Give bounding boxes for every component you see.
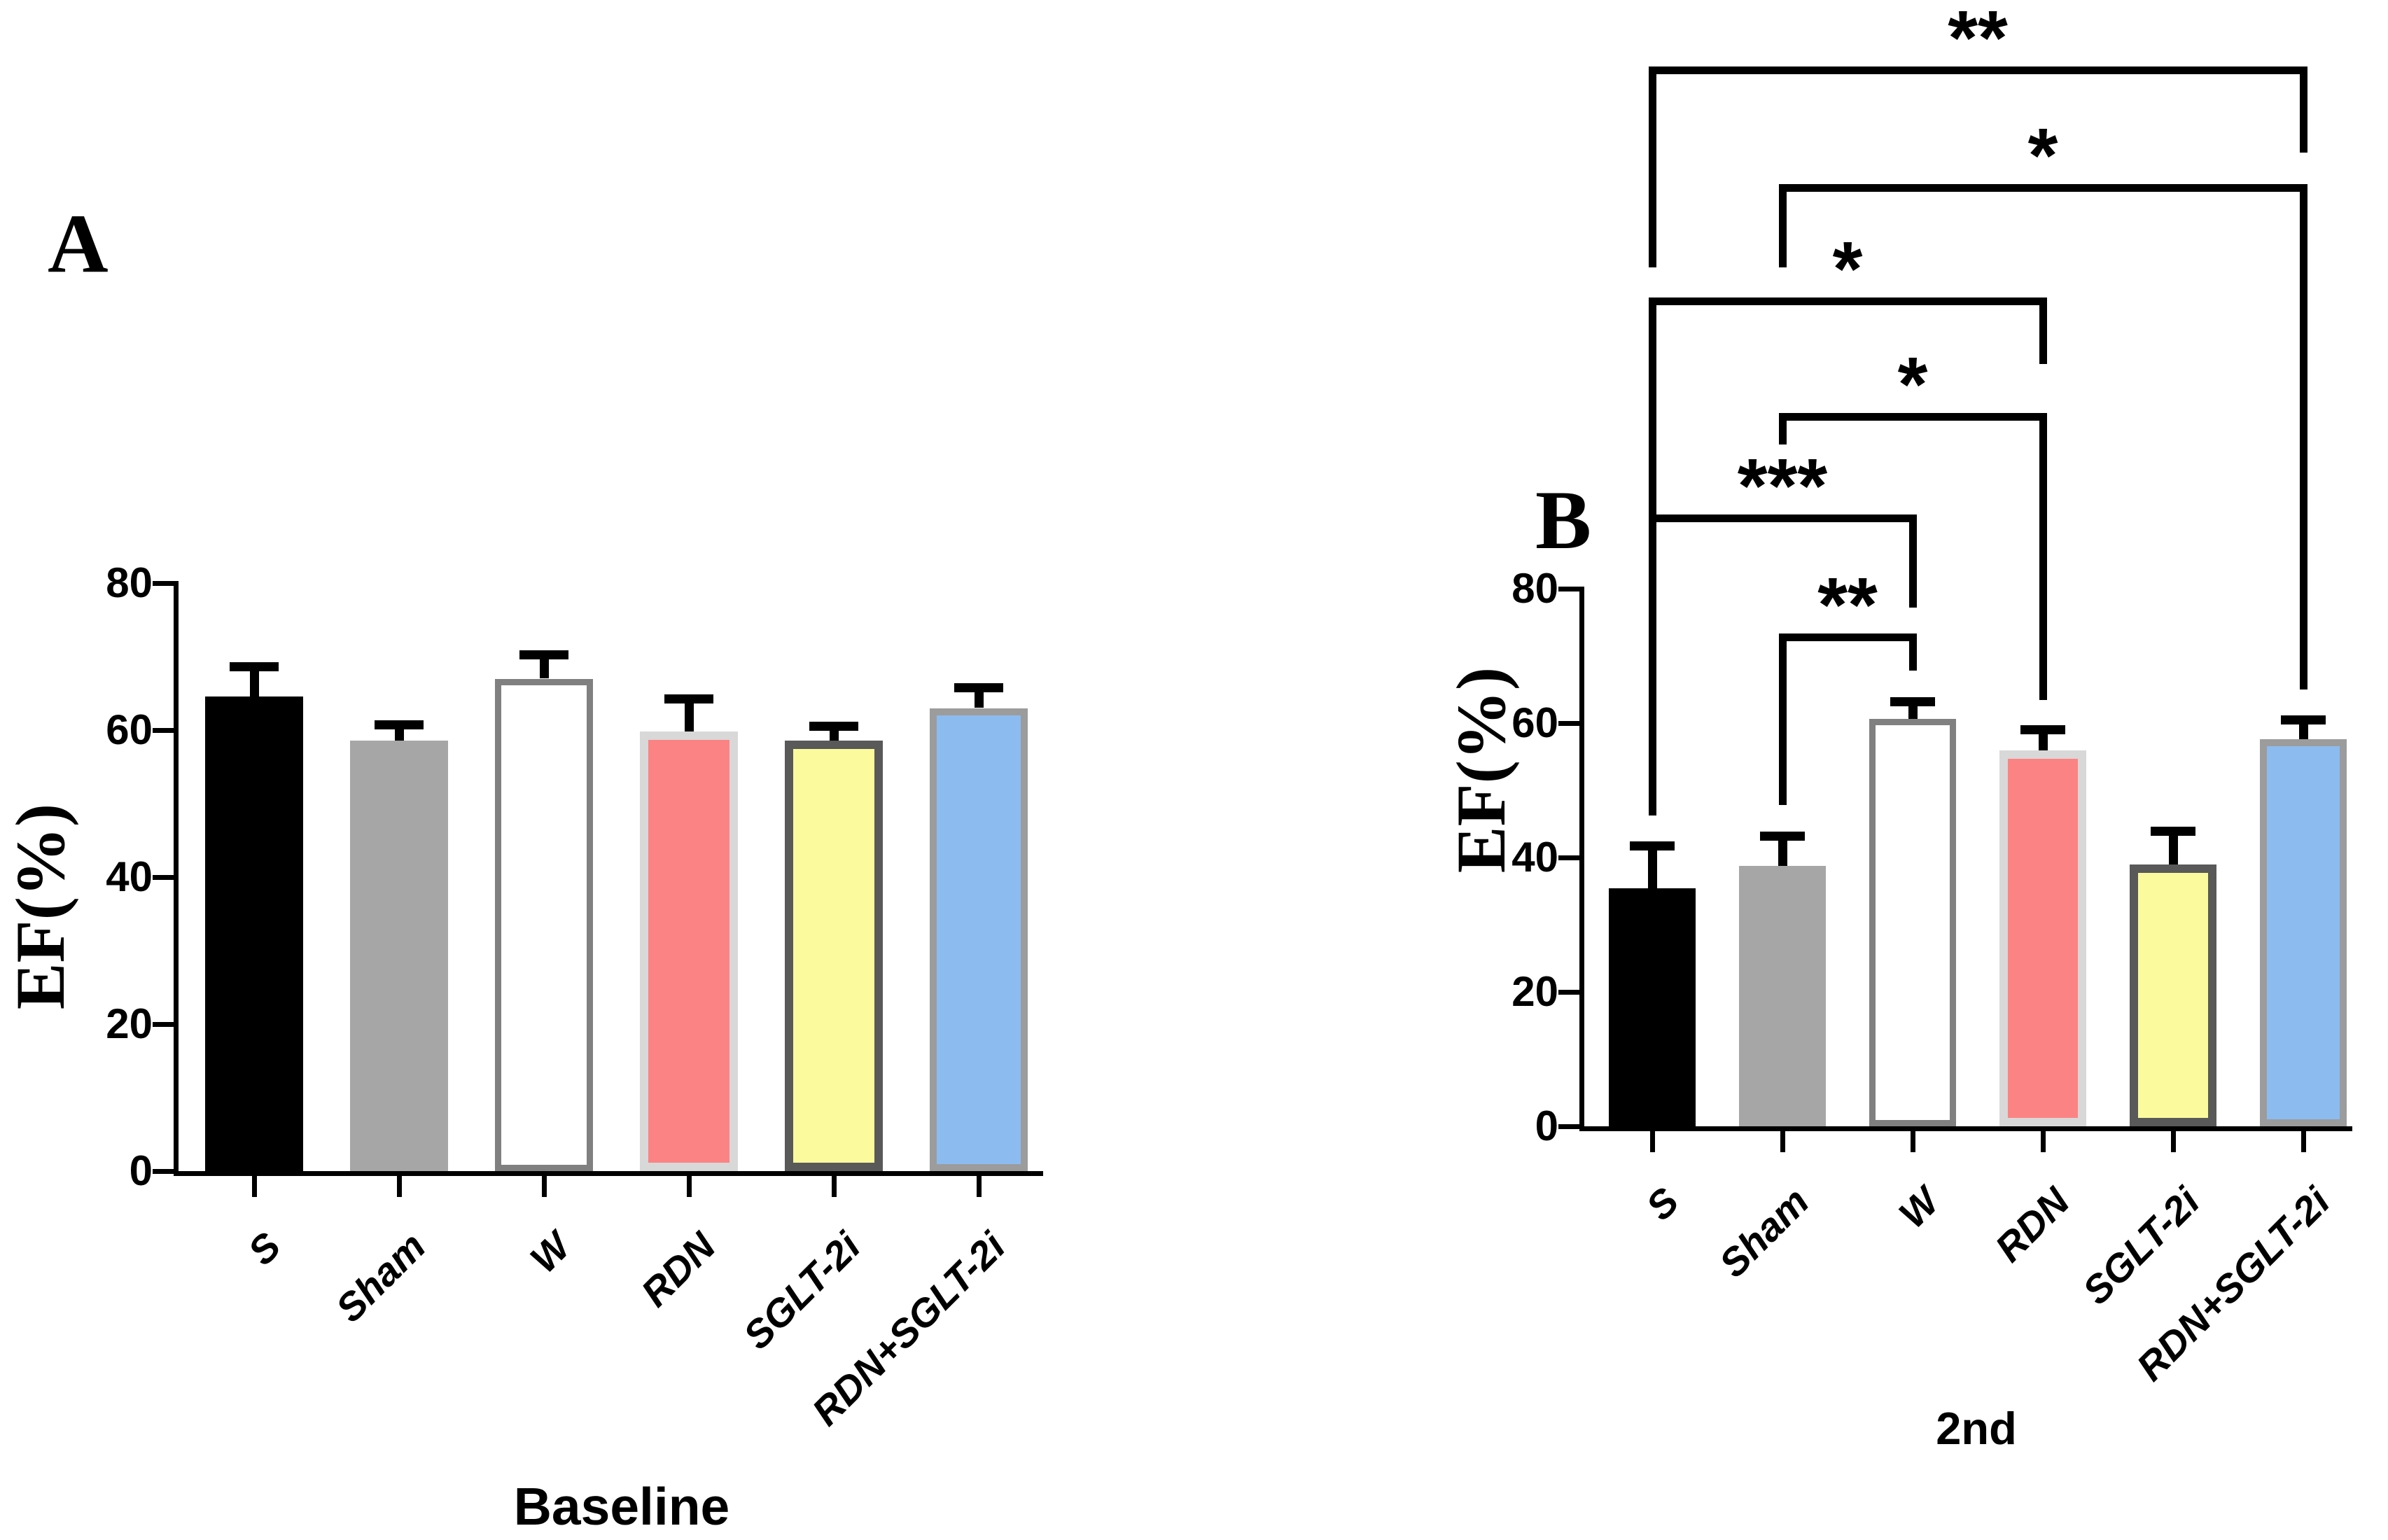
- x-tick-A-SGLT-2i: [832, 1176, 837, 1197]
- y-axis-A: [174, 581, 179, 1176]
- error-bar-cap-B-S: [1630, 841, 1675, 850]
- x-tick-B-S: [1650, 1131, 1655, 1152]
- error-bar-cap-B-Sham: [1760, 832, 1805, 841]
- y-tick-A-40: [153, 875, 174, 880]
- bar-A-SGLT-2i: [785, 740, 883, 1171]
- x-tick-B-SGLT-2i: [2171, 1131, 2176, 1152]
- error-bar-cap-A-W: [519, 650, 568, 659]
- bar-A-Sham: [350, 740, 448, 1171]
- x-axis-B: [1579, 1126, 2352, 1131]
- y-tick-label-B-80: 80: [1511, 565, 1558, 612]
- bracket-1-right-drop: [2300, 184, 2307, 690]
- y-tick-label-B-20: 20: [1511, 968, 1558, 1015]
- bar-A-RDN+SGLT-2i: [930, 708, 1028, 1171]
- error-bar-stem-B-S: [1648, 845, 1657, 889]
- bar-B-RDN: [1999, 750, 2086, 1126]
- error-bar-cap-B-RDN: [2020, 724, 2065, 734]
- y-tick-label-B-60: 60: [1511, 699, 1558, 746]
- bracket-2-left-drop: [1649, 298, 1656, 518]
- x-tick-B-W: [1911, 1131, 1915, 1152]
- error-bar-stem-A-W: [540, 654, 549, 679]
- bracket-5-right-drop: [1909, 634, 1917, 671]
- bracket-0-left-drop: [1649, 66, 1656, 267]
- bracket-2-horizontal: [1649, 298, 2047, 305]
- bar-B-RDN+SGLT-2i: [2260, 739, 2347, 1126]
- x-axis-A: [174, 1171, 1043, 1176]
- bracket-5-stars: **: [1817, 562, 1878, 648]
- bracket-5-left-drop: [1779, 634, 1787, 805]
- panel-a-letter: A: [48, 197, 109, 290]
- y-tick-B-20: [1558, 990, 1579, 995]
- bracket-1-horizontal: [1779, 184, 2307, 192]
- bracket-3-horizontal: [1779, 413, 2047, 421]
- x-tick-A-Sham: [397, 1176, 402, 1197]
- x-tick-A-W: [542, 1176, 547, 1197]
- y-tick-label-A-80: 80: [106, 559, 153, 606]
- error-bar-stem-B-Sham: [1778, 836, 1787, 866]
- bracket-3-right-drop: [2039, 413, 2047, 700]
- error-bar-stem-A-S: [250, 666, 259, 696]
- y-tick-A-0: [153, 1169, 174, 1174]
- bracket-2-stars: *: [1832, 226, 1863, 312]
- error-bar-cap-A-S: [230, 662, 279, 671]
- error-bar-cap-B-RDN+SGLT-2i: [2281, 715, 2326, 725]
- error-bar-stem-B-RDN: [2039, 729, 2048, 751]
- bar-B-SGLT-2i: [2130, 864, 2216, 1126]
- bracket-4-left-drop: [1649, 514, 1656, 816]
- y-tick-label-A-60: 60: [106, 706, 153, 753]
- bracket-2-right-drop: [2039, 298, 2047, 364]
- y-tick-B-60: [1558, 721, 1579, 726]
- x-tick-B-RDN: [2041, 1131, 2046, 1152]
- y-tick-label-A-0: 0: [129, 1147, 153, 1194]
- bar-A-RDN: [640, 732, 738, 1171]
- y-tick-B-80: [1558, 587, 1579, 592]
- y-tick-label-B-40: 40: [1511, 834, 1558, 881]
- panel-b-caption: 2nd: [1936, 1403, 2017, 1454]
- bracket-0-right-drop: [2300, 66, 2307, 153]
- y-axis-B: [1579, 587, 1584, 1131]
- error-bar-cap-B-W: [1890, 697, 1935, 707]
- error-bar-stem-A-RDN+SGLT-2i: [975, 687, 984, 708]
- error-bar-cap-A-SGLT-2i: [809, 721, 858, 731]
- bar-B-S: [1609, 888, 1696, 1126]
- bracket-5-horizontal: [1779, 634, 1917, 641]
- y-tick-label-A-20: 20: [106, 1000, 153, 1047]
- bracket-4-stars: ***: [1737, 443, 1828, 529]
- y-tick-A-60: [153, 728, 174, 733]
- y-tick-label-A-40: 40: [106, 853, 153, 900]
- error-bar-cap-A-Sham: [375, 720, 424, 729]
- x-tick-B-Sham: [1780, 1131, 1785, 1152]
- y-tick-A-80: [153, 581, 174, 586]
- bar-A-W: [495, 678, 593, 1171]
- y-tick-B-40: [1558, 855, 1579, 860]
- error-bar-cap-A-RDN: [664, 694, 713, 704]
- y-tick-A-20: [153, 1022, 174, 1027]
- panel-b-letter: B: [1535, 473, 1592, 566]
- bracket-3-stars: *: [1897, 342, 1928, 428]
- bracket-0-stars: **: [1948, 0, 2008, 81]
- bar-A-S: [205, 696, 303, 1171]
- error-bar-cap-A-RDN+SGLT-2i: [954, 683, 1003, 693]
- panel-a-caption: Baseline: [513, 1477, 730, 1536]
- bracket-0-horizontal: [1649, 66, 2307, 74]
- bracket-4-right-drop: [1909, 514, 1917, 608]
- bracket-1-left-drop: [1779, 184, 1787, 267]
- bracket-1-stars: *: [2027, 113, 2058, 199]
- bracket-4-horizontal: [1649, 514, 1917, 522]
- bracket-3-left-drop: [1779, 413, 1787, 444]
- bar-B-W: [1869, 719, 1956, 1126]
- x-tick-B-RDN+SGLT-2i: [2301, 1131, 2306, 1152]
- error-bar-cap-B-SGLT-2i: [2151, 826, 2195, 836]
- y-tick-B-0: [1558, 1124, 1579, 1129]
- x-tick-A-S: [252, 1176, 257, 1197]
- x-tick-A-RDN: [687, 1176, 692, 1197]
- error-bar-stem-A-RDN: [685, 698, 694, 732]
- y-tick-label-B-0: 0: [1535, 1102, 1558, 1149]
- bar-B-Sham: [1739, 865, 1826, 1126]
- error-bar-stem-B-SGLT-2i: [2169, 830, 2178, 864]
- x-tick-A-RDN+SGLT-2i: [977, 1176, 982, 1197]
